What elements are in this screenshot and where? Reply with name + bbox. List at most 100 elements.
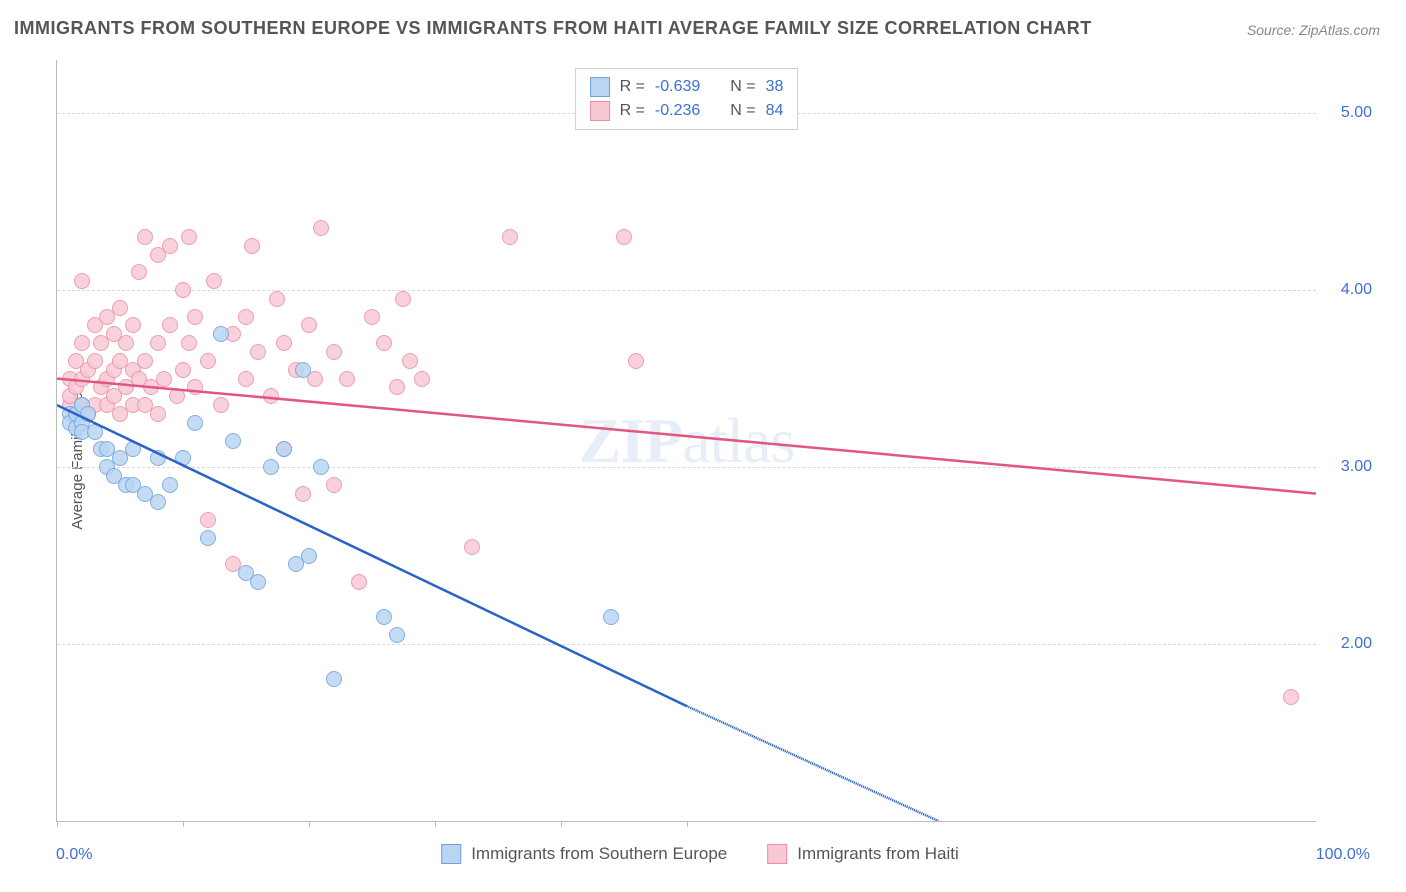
x-axis-max-label: 100.0% bbox=[1316, 846, 1370, 864]
scatter-point bbox=[263, 388, 279, 404]
scatter-point bbox=[175, 282, 191, 298]
scatter-point bbox=[74, 335, 90, 351]
scatter-point bbox=[200, 530, 216, 546]
scatter-point bbox=[213, 326, 229, 342]
page-title: IMMIGRANTS FROM SOUTHERN EUROPE VS IMMIG… bbox=[14, 18, 1092, 39]
y-tick-label: 3.00 bbox=[1341, 458, 1372, 476]
legend-item-series-0: Immigrants from Southern Europe bbox=[441, 844, 727, 864]
x-tick bbox=[57, 821, 58, 827]
scatter-point bbox=[295, 486, 311, 502]
scatter-point bbox=[238, 309, 254, 325]
scatter-point bbox=[74, 273, 90, 289]
scatter-point bbox=[364, 309, 380, 325]
watermark-light: atlas bbox=[682, 405, 794, 476]
scatter-point bbox=[225, 433, 241, 449]
x-tick bbox=[183, 821, 184, 827]
legend-item-series-1: Immigrants from Haiti bbox=[767, 844, 959, 864]
scatter-point bbox=[326, 477, 342, 493]
scatter-point bbox=[150, 494, 166, 510]
scatter-point bbox=[276, 441, 292, 457]
scatter-point bbox=[181, 229, 197, 245]
legend-swatch-series-1 bbox=[767, 844, 787, 864]
scatter-point bbox=[200, 512, 216, 528]
scatter-point bbox=[80, 406, 96, 422]
legend-stats-row: R = -0.236 N = 84 bbox=[590, 99, 784, 123]
scatter-point bbox=[326, 671, 342, 687]
y-tick-label: 5.00 bbox=[1341, 104, 1372, 122]
scatter-point bbox=[339, 371, 355, 387]
scatter-point bbox=[150, 450, 166, 466]
legend-r-value-0: -0.639 bbox=[655, 78, 700, 96]
scatter-point bbox=[175, 450, 191, 466]
legend-swatch-series-0 bbox=[590, 77, 610, 97]
gridline bbox=[57, 467, 1316, 468]
scatter-point bbox=[389, 627, 405, 643]
scatter-point bbox=[250, 344, 266, 360]
legend-n-label: N = bbox=[730, 78, 755, 96]
chart-container: Average Family Size R = -0.639 N = 38 R … bbox=[14, 50, 1386, 872]
scatter-point bbox=[125, 317, 141, 333]
gridline bbox=[57, 290, 1316, 291]
gridline bbox=[57, 644, 1316, 645]
x-tick bbox=[309, 821, 310, 827]
scatter-point bbox=[276, 335, 292, 351]
y-tick-label: 2.00 bbox=[1341, 635, 1372, 653]
x-axis-min-label: 0.0% bbox=[56, 846, 92, 864]
scatter-point bbox=[169, 388, 185, 404]
scatter-point bbox=[112, 300, 128, 316]
x-tick bbox=[561, 821, 562, 827]
scatter-point bbox=[616, 229, 632, 245]
scatter-point bbox=[603, 609, 619, 625]
scatter-point bbox=[269, 291, 285, 307]
scatter-point bbox=[162, 477, 178, 493]
scatter-point bbox=[156, 371, 172, 387]
scatter-point bbox=[389, 379, 405, 395]
scatter-point bbox=[1283, 689, 1299, 705]
scatter-point bbox=[125, 441, 141, 457]
scatter-point bbox=[187, 415, 203, 431]
watermark-bold: ZIP bbox=[579, 405, 683, 476]
scatter-point bbox=[351, 574, 367, 590]
scatter-point bbox=[150, 406, 166, 422]
scatter-point bbox=[395, 291, 411, 307]
scatter-point bbox=[244, 238, 260, 254]
legend-label-series-1: Immigrants from Haiti bbox=[797, 844, 959, 864]
scatter-point bbox=[213, 397, 229, 413]
scatter-point bbox=[87, 424, 103, 440]
scatter-point bbox=[376, 335, 392, 351]
scatter-point bbox=[118, 335, 134, 351]
scatter-point bbox=[301, 317, 317, 333]
scatter-point bbox=[376, 609, 392, 625]
scatter-point bbox=[250, 574, 266, 590]
x-tick bbox=[435, 821, 436, 827]
scatter-point bbox=[628, 353, 644, 369]
scatter-point bbox=[162, 238, 178, 254]
scatter-point bbox=[402, 353, 418, 369]
legend-n-value-1: 84 bbox=[766, 102, 784, 120]
scatter-point bbox=[200, 353, 216, 369]
x-tick bbox=[687, 821, 688, 827]
scatter-point bbox=[464, 539, 480, 555]
scatter-point bbox=[131, 264, 147, 280]
scatter-point bbox=[263, 459, 279, 475]
source-attribution: Source: ZipAtlas.com bbox=[1247, 22, 1380, 38]
legend-n-value-0: 38 bbox=[766, 78, 784, 96]
legend-r-label: R = bbox=[620, 102, 645, 120]
scatter-point bbox=[295, 362, 311, 378]
plot-area: R = -0.639 N = 38 R = -0.236 N = 84 ZIPa… bbox=[56, 60, 1316, 822]
scatter-point bbox=[313, 459, 329, 475]
scatter-point bbox=[137, 353, 153, 369]
scatter-point bbox=[87, 353, 103, 369]
scatter-point bbox=[137, 229, 153, 245]
legend-label-series-0: Immigrants from Southern Europe bbox=[471, 844, 727, 864]
scatter-point bbox=[313, 220, 329, 236]
legend-swatch-series-0 bbox=[441, 844, 461, 864]
scatter-point bbox=[301, 548, 317, 564]
scatter-point bbox=[502, 229, 518, 245]
scatter-point bbox=[238, 371, 254, 387]
legend-stats-row: R = -0.639 N = 38 bbox=[590, 75, 784, 99]
scatter-point bbox=[326, 344, 342, 360]
scatter-point bbox=[206, 273, 222, 289]
legend-swatch-series-1 bbox=[590, 101, 610, 121]
scatter-point bbox=[175, 362, 191, 378]
